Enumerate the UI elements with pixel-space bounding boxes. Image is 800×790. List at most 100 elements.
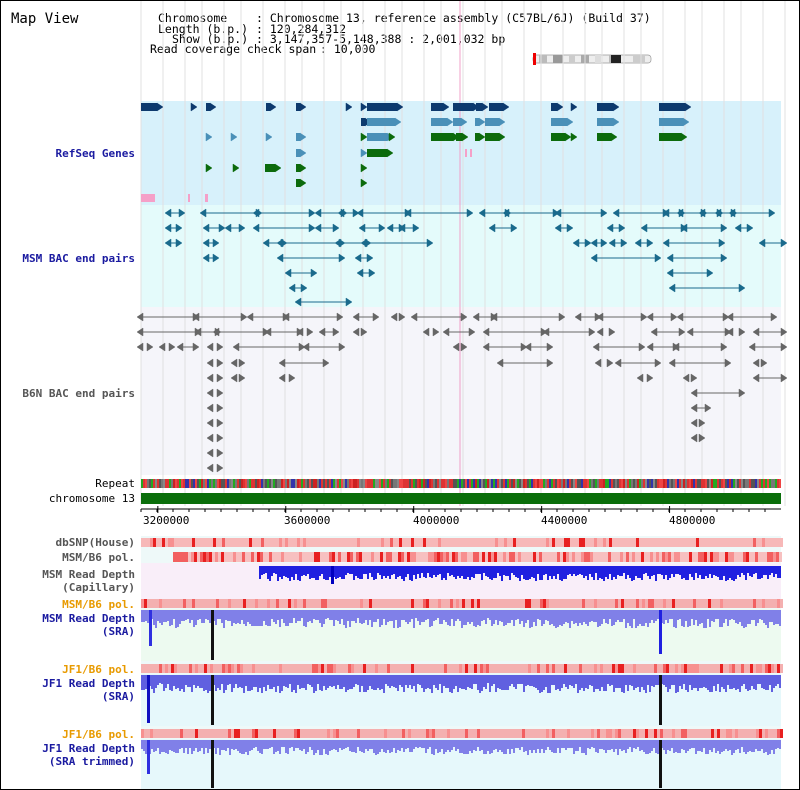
read-depth-spike	[211, 675, 214, 725]
read-depth-bar	[349, 740, 351, 751]
repeat-block	[277, 479, 279, 488]
polymorphism-cell	[750, 729, 753, 738]
read-depth-bar	[753, 740, 755, 752]
polymorphism-cell	[597, 538, 600, 547]
track-label-jf1-read-sra-1[interactable]: JF1 Read Depth	[42, 677, 135, 690]
polymorphism-cell	[312, 599, 315, 608]
read-depth-bar	[617, 610, 619, 620]
polymorphism-cell	[534, 538, 537, 547]
polymorphism-cell	[345, 599, 348, 608]
read-depth-bar	[151, 740, 153, 749]
polymorphism-cell	[594, 599, 597, 608]
polymorphism-cell	[177, 599, 180, 608]
polymorphism-cell	[558, 729, 561, 738]
read-depth-bar	[471, 740, 473, 753]
polymorphism-cell	[510, 729, 513, 738]
track-label-b6n-bac[interactable]: B6N BAC end pairs	[22, 387, 135, 400]
read-depth-bar	[749, 610, 751, 624]
repeat-block	[581, 479, 583, 488]
repeat-block	[611, 479, 613, 488]
polymorphism-cell	[557, 552, 560, 562]
polymorphism-cell	[707, 552, 710, 562]
track-label-jf1-b6-pol-1[interactable]: JF1/B6 pol.	[62, 663, 135, 676]
polymorphism-cell	[422, 552, 425, 562]
repeat-block	[755, 479, 757, 488]
track-label-dbsnp[interactable]: dbSNP(House)	[55, 536, 135, 549]
read-depth-bar	[383, 566, 385, 576]
read-depth-spike	[211, 740, 214, 788]
read-depth-bar	[729, 610, 731, 620]
read-depth-bar	[251, 610, 253, 626]
repeat-block	[231, 479, 233, 488]
polymorphism-cell	[270, 599, 273, 608]
polymorphism-cell	[144, 538, 147, 547]
bac-end-marker	[224, 223, 232, 233]
polymorphism-cell	[663, 599, 666, 608]
track-label-msm-bac[interactable]: MSM BAC end pairs	[22, 252, 135, 265]
repeat-block	[615, 479, 617, 488]
polymorphism-cell	[369, 664, 372, 673]
read-depth-bar	[171, 610, 173, 625]
track-label-refseq[interactable]: RefSeq Genes	[55, 147, 135, 160]
polymorphism-cell	[642, 664, 645, 673]
track-label-msm-b6-pol-1[interactable]: MSM/B6 pol.	[62, 551, 135, 564]
read-depth-bar	[587, 610, 589, 626]
bac-end-marker	[306, 327, 314, 337]
polymorphism-cell	[348, 729, 351, 738]
polymorphism-cell	[723, 538, 726, 547]
b6n-bac-track-bg	[141, 307, 781, 475]
read-depth-bar	[563, 610, 565, 624]
polymorphism-cell	[432, 538, 435, 547]
polymorphism-cell	[365, 552, 368, 562]
bac-end-marker	[472, 312, 480, 322]
polymorphism-cell	[219, 538, 222, 547]
repeat-block	[691, 479, 693, 488]
read-depth-bar	[179, 740, 181, 749]
track-label-msm-read-cap-1[interactable]: MSM Read Depth	[42, 568, 135, 581]
polymorphism-cell	[675, 599, 678, 608]
polymorphism-cell	[753, 599, 756, 608]
polymorphism-cell	[258, 538, 261, 547]
polymorphism-cell	[366, 538, 369, 547]
polymorphism-cell	[747, 538, 750, 547]
repeat-block	[523, 479, 525, 488]
read-depth-bar	[431, 610, 433, 626]
track-label-msm-b6-pol-2[interactable]: MSM/B6 pol.	[62, 598, 135, 611]
read-depth-bar	[691, 566, 693, 577]
read-depth-bar	[437, 610, 439, 618]
read-depth-bar	[743, 675, 745, 684]
read-depth-bar	[597, 675, 599, 689]
read-depth-bar	[483, 610, 485, 620]
polymorphism-cell	[657, 599, 660, 608]
read-depth-bar	[447, 675, 449, 688]
read-depth-bar	[683, 740, 685, 750]
polymorphism-cell	[234, 664, 237, 673]
read-depth-bar	[485, 566, 487, 576]
polymorphism-cell	[327, 599, 330, 608]
read-depth-bar	[479, 675, 481, 693]
polymorphism-cell	[648, 538, 651, 547]
bac-end-marker	[690, 418, 698, 428]
read-depth-bar	[435, 740, 437, 749]
bac-end-marker	[600, 208, 608, 218]
repeat-block	[565, 479, 567, 488]
read-depth-bar	[449, 675, 451, 692]
polymorphism-cell	[402, 538, 405, 547]
polymorphism-cell	[672, 599, 675, 608]
read-depth-bar	[759, 610, 761, 619]
polymorphism-cell	[321, 599, 324, 608]
read-depth-bar	[555, 610, 557, 628]
track-label-jf1-b6-pol-2[interactable]: JF1/B6 pol.	[62, 728, 135, 741]
polymorphism-cell	[569, 552, 572, 562]
read-depth-bar	[569, 610, 571, 628]
polymorphism-cell	[747, 599, 750, 608]
polymorphism-cell	[768, 729, 771, 738]
polymorphism-cell	[434, 552, 437, 562]
track-label-msm-read-sra-1[interactable]: MSM Read Depth	[42, 612, 135, 625]
track-label-jf1-read-trim-1[interactable]: JF1 Read Depth	[42, 742, 135, 755]
polymorphism-cell	[243, 664, 246, 673]
read-depth-bar	[685, 675, 687, 690]
bac-end-marker	[482, 327, 490, 337]
polymorphism-cell	[371, 552, 374, 562]
